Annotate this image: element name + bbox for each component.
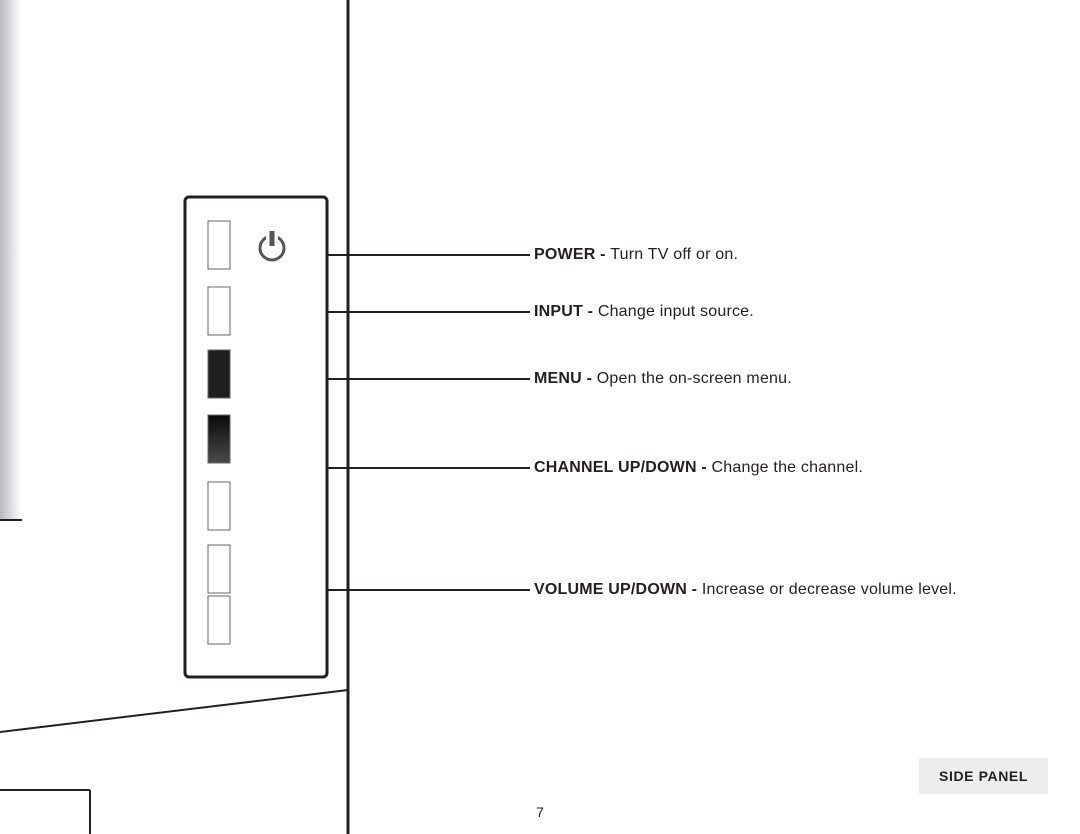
- callout-volume-desc: Increase or decrease volume level.: [702, 581, 957, 598]
- callout-menu-desc: Open the on-screen menu.: [597, 370, 792, 387]
- tv-bezel-left-shade: [0, 0, 22, 520]
- callout-menu: MENU - Open the on-screen menu.: [534, 370, 792, 388]
- tv-base-line-1: [0, 690, 348, 732]
- callout-lines: [326, 255, 530, 590]
- callout-input: INPUT - Change input source.: [534, 303, 754, 321]
- callout-power-sep: -: [595, 246, 610, 263]
- callout-input-title: INPUT: [534, 303, 583, 320]
- callout-power-desc: Turn TV off or on.: [610, 246, 738, 263]
- panel-button-1: [208, 221, 230, 269]
- callout-input-sep: -: [583, 303, 598, 320]
- diagram-svg: [0, 0, 1080, 834]
- callout-channel-desc: Change the channel.: [712, 459, 863, 476]
- callout-power: POWER - Turn TV off or on.: [534, 246, 738, 264]
- callout-channel: CHANNEL UP/DOWN - Change the channel.: [534, 459, 863, 477]
- callout-menu-sep: -: [582, 370, 597, 387]
- callout-channel-sep: -: [697, 459, 712, 476]
- callout-volume: VOLUME UP/DOWN - Increase or decrease vo…: [534, 581, 957, 599]
- panel-button-3: [208, 350, 230, 398]
- callout-menu-title: MENU: [534, 370, 582, 387]
- panel-button-7: [208, 596, 230, 644]
- callout-channel-title: CHANNEL UP/DOWN: [534, 459, 697, 476]
- page-number: 7: [0, 804, 1080, 820]
- callout-input-desc: Change input source.: [598, 303, 754, 320]
- callout-volume-title: VOLUME UP/DOWN: [534, 581, 687, 598]
- control-panel-frame: [185, 197, 327, 677]
- section-tag: SIDE PANEL: [919, 758, 1048, 794]
- panel-button-4: [208, 415, 230, 463]
- panel-button-5: [208, 482, 230, 530]
- panel-button-2: [208, 287, 230, 335]
- callout-volume-sep: -: [687, 581, 702, 598]
- panel-button-6: [208, 545, 230, 593]
- manual-page: POWER - Turn TV off or on. INPUT - Chang…: [0, 0, 1080, 834]
- callout-power-title: POWER: [534, 246, 595, 263]
